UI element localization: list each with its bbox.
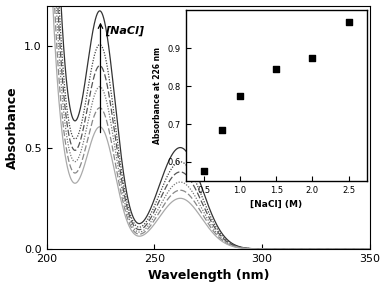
X-axis label: Wavelength (nm): Wavelength (nm) <box>147 270 269 283</box>
Y-axis label: Absorbance: Absorbance <box>5 86 19 168</box>
Text: [NaCl]: [NaCl] <box>105 26 144 36</box>
